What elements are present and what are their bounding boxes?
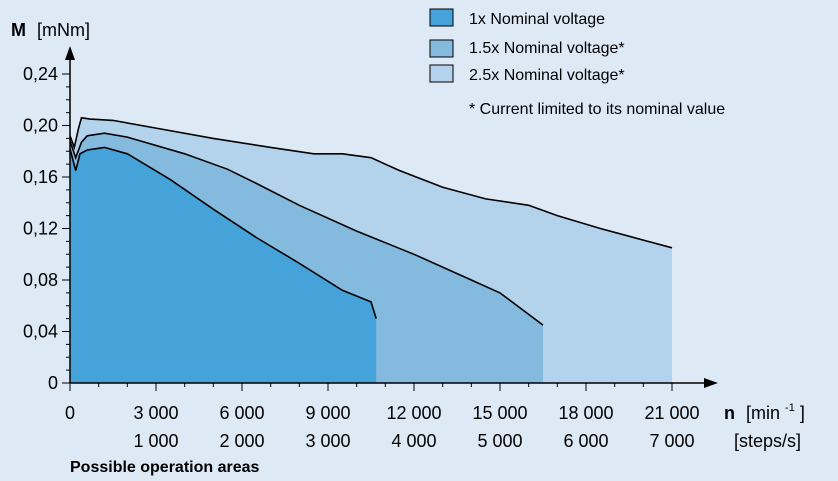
x-axis-unit-sup: -1 (785, 402, 795, 414)
y-tick-label: 0 (48, 373, 58, 393)
legend-swatch-1-5x (429, 39, 454, 58)
legend-label-1-5x: 1.5x Nominal voltage* (469, 40, 625, 57)
y-axis-unit: [mNm] (37, 20, 90, 40)
x-tick-label: 3 000 (133, 403, 178, 423)
legend-label-1x: 1x Nominal voltage (469, 11, 605, 28)
x-tick-label: 15 000 (472, 403, 527, 423)
x-axis-unit-end: ] (800, 403, 805, 423)
legend-label-2-5x: 2.5x Nominal voltage* (469, 67, 625, 84)
x2-axis-unit: [steps/s] (734, 431, 801, 451)
x2-tick-label: 3 000 (305, 431, 350, 451)
y-axis-symbol: M (11, 20, 26, 40)
chart-legend: 1x Nominal voltage 1.5x Nominal voltage*… (429, 8, 725, 118)
y-tick-label: 0,04 (23, 322, 58, 342)
x2-tick-label: 4 000 (391, 431, 436, 451)
x2-tick-label: 2 000 (219, 431, 264, 451)
x2-tick-label: 7 000 (649, 431, 694, 451)
svg-text:M [mNm]: M [mNm] (11, 20, 90, 40)
chart-areas (70, 117, 672, 384)
y-axis-arrow (65, 46, 75, 60)
x-axis-title: n [min -1 ] [steps/s] (724, 395, 805, 451)
x-tick-label: 0 (65, 403, 75, 423)
area-series-2 (70, 147, 377, 383)
y-tick-label: 0,20 (23, 116, 58, 136)
x-axis-arrow (704, 378, 718, 388)
x2-tick-label: 6 000 (563, 431, 608, 451)
svg-text:n [min -1 ]: n [min -1 ] (724, 395, 805, 423)
x-tick-label: 12 000 (386, 403, 441, 423)
chart-curves (69, 116, 673, 326)
x2-tick-label: 5 000 (477, 431, 522, 451)
curve-series-2 (69, 146, 377, 319)
legend-swatch-2-5x (429, 64, 454, 83)
x-tick-label: 21 000 (644, 403, 699, 423)
chart-axes: 0 0,04 0,08 0,12 0,16 0,20 0,24 0 3 000 6 000 9 00… (23, 46, 718, 451)
curve-series-0 (69, 116, 673, 249)
x-axis-unit: [min (746, 403, 780, 423)
y-tick-label: 0,12 (23, 219, 58, 239)
y-tick-label: 0,16 (23, 167, 58, 187)
chart-caption: Possible operation areas (70, 459, 260, 476)
y-axis-title: M [mNm] (11, 20, 90, 40)
x-tick-label: 9 000 (305, 403, 350, 423)
x-tick-label: 18 000 (558, 403, 613, 423)
legend-note: * Current limited to its nominal value (469, 101, 725, 118)
y-tick-label: 0,24 (23, 64, 58, 84)
x2-tick-label: 1 000 (133, 431, 178, 451)
y-tick-label: 0,08 (23, 270, 58, 290)
x-tick-label: 6 000 (219, 403, 264, 423)
legend-swatch-1x (429, 8, 454, 27)
curve-series-1 (69, 132, 544, 326)
x-axis-symbol: n (724, 403, 735, 423)
